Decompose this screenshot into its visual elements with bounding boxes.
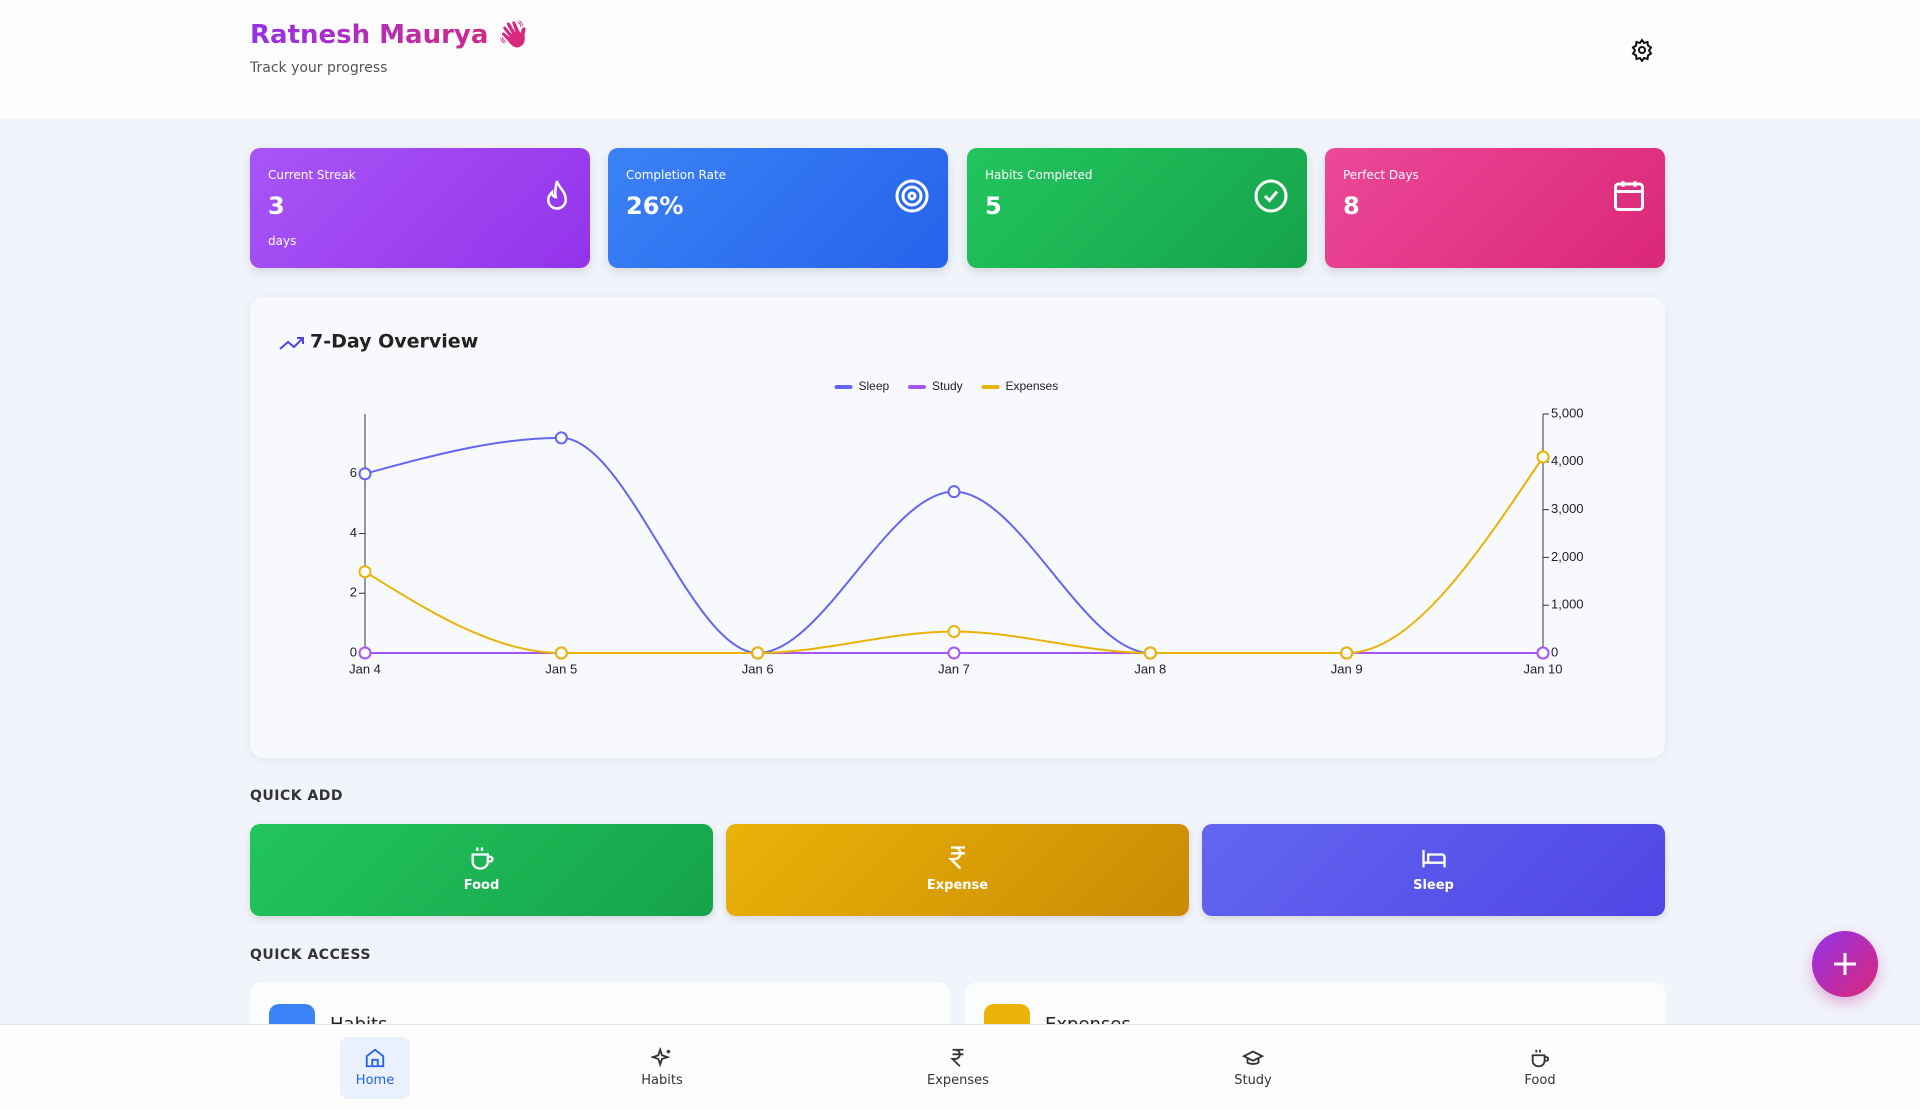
section-title: QUICK ADD: [250, 788, 344, 804]
stat-value: 3: [268, 192, 285, 220]
user-name: Ratnesh Maurya 👋: [250, 20, 530, 50]
series-line: [364, 436, 1543, 655]
nav-label: Study: [1234, 1073, 1272, 1088]
header: Ratnesh Maurya 👋 Track your progress: [0, 0, 1920, 119]
x-tick-label: Jan 7: [938, 661, 970, 676]
flame-icon: [546, 180, 568, 210]
data-point: [947, 646, 961, 660]
data-point: [1143, 646, 1157, 660]
subtitle: Track your progress: [250, 60, 388, 76]
y-tick-label: 0: [350, 644, 357, 659]
data-point: [947, 485, 961, 499]
stat-label: Completion Rate: [626, 168, 727, 182]
y2-tick-label: 2,000: [1551, 549, 1584, 564]
data-point: [358, 467, 372, 481]
chart-title: 7-Day Overview: [310, 331, 478, 353]
stat-value: 8: [1343, 192, 1360, 220]
nav-label: Home: [355, 1073, 395, 1088]
stat-card: Habits Completed 5: [967, 148, 1307, 268]
y2-tick-label: 3,000: [1551, 501, 1584, 516]
data-point: [358, 646, 372, 660]
data-point: [554, 431, 568, 445]
stat-card: Perfect Days 8: [1325, 148, 1665, 268]
trend-icon: [279, 337, 304, 350]
stat-card: Current Streak 3 days: [250, 148, 590, 268]
quick-add-button[interactable]: Sleep: [1202, 824, 1665, 916]
data-point: [751, 646, 765, 660]
nav-label: Habits: [641, 1073, 683, 1088]
data-point: [1536, 450, 1550, 464]
bottom-nav: Home Habits Expenses Study Food: [0, 1024, 1920, 1109]
x-tick-label: Jan 5: [545, 661, 577, 676]
nav-label: Food: [1524, 1073, 1556, 1088]
x-tick-label: Jan 10: [1523, 661, 1562, 676]
stat-label: Current Streak: [268, 168, 356, 182]
data-point: [1536, 646, 1550, 660]
calendar-icon: [1614, 181, 1644, 211]
y2-tick-label: 1,000: [1551, 597, 1584, 612]
stat-card: Completion Rate 26%: [608, 148, 948, 268]
quick-add-button[interactable]: Expense: [726, 824, 1189, 916]
section-title: QUICK ACCESS: [250, 947, 371, 963]
legend-swatch: [908, 385, 926, 389]
legend-label: Expenses: [1006, 379, 1059, 393]
stat-unit: days: [268, 234, 297, 248]
check-icon: [1254, 179, 1288, 213]
legend-label: Study: [932, 379, 963, 393]
y-tick-label: 4: [350, 525, 357, 540]
button-label: Expense: [926, 878, 989, 893]
legend-swatch: [981, 385, 1000, 389]
legend-label: Sleep: [859, 379, 890, 393]
nav-item[interactable]: Habits: [627, 1037, 697, 1099]
button-label: Sleep: [1413, 878, 1454, 893]
nav-item[interactable]: Food: [1505, 1037, 1575, 1099]
target-icon: [895, 179, 929, 213]
nav-item[interactable]: Home: [340, 1037, 410, 1099]
settings-button[interactable]: [1630, 38, 1654, 62]
y2-tick-label: 5,000: [1551, 405, 1584, 420]
nav-item[interactable]: Study: [1218, 1037, 1288, 1099]
x-tick-label: Jan 8: [1134, 661, 1166, 676]
legend-swatch: [834, 385, 853, 389]
stat-value: 26%: [626, 192, 684, 220]
nav-label: Expenses: [927, 1073, 989, 1088]
y2-tick-label: 4,000: [1551, 453, 1584, 468]
data-point: [1340, 646, 1354, 660]
chart-panel: 7-Day Overview 0 2 4 6 0 1,000 2,000 3,000 4,000…: [250, 297, 1665, 758]
stat-label: Perfect Days: [1343, 168, 1419, 182]
nav-item[interactable]: Expenses: [922, 1037, 994, 1099]
x-tick-label: Jan 6: [742, 661, 774, 676]
x-tick-label: Jan 4: [349, 661, 381, 676]
y-tick-label: 2: [350, 585, 357, 600]
quick-add-button[interactable]: Food: [250, 824, 713, 916]
data-point: [947, 624, 961, 638]
stat-label: Habits Completed: [985, 168, 1093, 182]
button-label: Food: [463, 878, 500, 893]
stat-value: 5: [985, 192, 1002, 220]
data-point: [358, 565, 372, 579]
y2-tick-label: 0: [1551, 644, 1558, 659]
add-button[interactable]: [1812, 931, 1878, 997]
chart: 7-Day Overview 0 2 4 6 0 1,000 2,000 3,000 4,000…: [279, 331, 1584, 676]
y-tick-label: 6: [350, 465, 357, 480]
data-point: [554, 646, 568, 660]
x-tick-label: Jan 9: [1331, 661, 1363, 676]
